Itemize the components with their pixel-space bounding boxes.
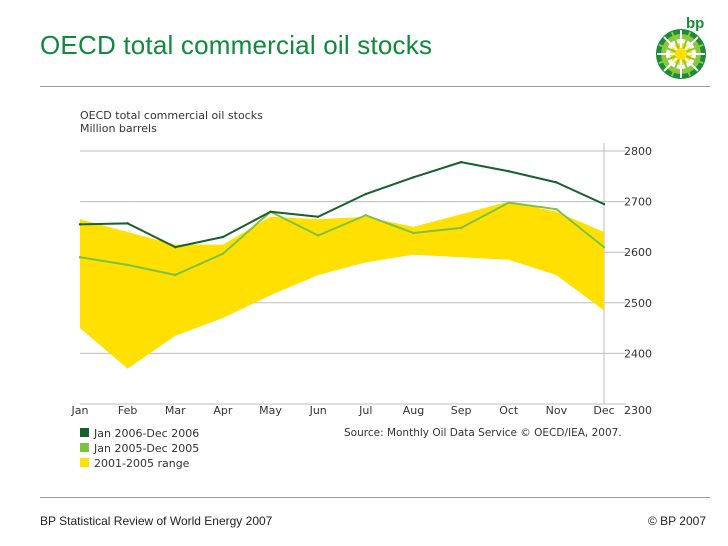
series-2006-point [507, 170, 510, 173]
series-2005-point [459, 226, 463, 230]
x-tick-label: Aug [403, 404, 424, 417]
x-tick-label: Feb [118, 404, 137, 417]
source-note: Source: Monthly Oil Data Service © OECD/… [344, 427, 622, 439]
helios-ray [670, 31, 680, 49]
helios-ray [686, 43, 704, 53]
legend-swatch [80, 428, 89, 437]
helios-ray [684, 36, 699, 51]
series-2006-point [126, 222, 129, 225]
footer-copyright: © BP 2007 [648, 514, 706, 528]
series-2006-point [364, 192, 368, 196]
helios-ray [682, 59, 692, 77]
series-2005-point [602, 245, 606, 249]
y-tick-label: 2600 [624, 246, 652, 259]
bp-logo-text: bp [686, 15, 704, 32]
series-2005-point [507, 201, 510, 204]
series-2006-point [269, 210, 272, 213]
header-divider [40, 86, 710, 87]
series-2005-point [174, 273, 177, 277]
helios-ray [670, 59, 680, 77]
helios-ray [686, 55, 704, 65]
series-2006-point [316, 215, 320, 218]
helios-ray [684, 57, 699, 72]
legend-label: Jan 2005-Dec 2005 [93, 442, 199, 455]
series-2005-point [221, 252, 225, 255]
y-tick-label: 2300 [624, 404, 652, 417]
y-tick-label: 2400 [624, 347, 652, 360]
series-2005-line [79, 201, 605, 276]
series-2005-point [555, 207, 558, 211]
x-tick-label: Dec [593, 404, 614, 417]
series-2006-point [174, 245, 177, 249]
gridlines [80, 143, 626, 405]
legend-label: Jan 2006-Dec 2006 [93, 427, 199, 440]
x-tick-label: Jan [71, 404, 89, 417]
series-2005-point [316, 234, 320, 237]
legend-swatch [80, 458, 89, 467]
x-tick-label: Jul [358, 404, 372, 417]
bp-logo: bp [656, 15, 706, 79]
series-2006-point [221, 235, 225, 239]
series-2005-point [126, 263, 129, 267]
y-tick-label: 2800 [624, 145, 652, 158]
series-2005-point [364, 214, 368, 217]
helios-ray [682, 31, 692, 49]
x-tick-label: Nov [546, 404, 568, 417]
series-2006-point [412, 176, 415, 179]
helios-ray [658, 55, 676, 65]
helios-ray [658, 43, 676, 53]
series-2006-point [555, 181, 558, 184]
y-tick-label: 2500 [624, 297, 652, 310]
series-2006-point [459, 160, 463, 164]
y-tick-label: 2700 [624, 196, 652, 209]
legend-label: 2001-2005 range [94, 457, 190, 470]
x-tick-label: May [259, 404, 282, 417]
x-tick-label: Jun [309, 404, 327, 417]
x-tick-label: Mar [165, 404, 186, 417]
x-tick-label: Oct [499, 404, 519, 417]
series-2006-line [79, 161, 605, 249]
x-tick-label: Apr [213, 404, 233, 417]
legend: Jan 2006-Dec 2006 Jan 2005-Dec 2005 2001-2… [80, 427, 199, 470]
legend-swatch [80, 443, 89, 452]
x-tick-label: Sep [451, 404, 472, 417]
chart-title: OECD total commercial oil stocks [80, 109, 263, 122]
range-band [80, 201, 604, 369]
helios-icon [656, 29, 706, 79]
slide-title: OECD total commercial oil stocks [40, 30, 433, 60]
helios-ray [663, 36, 678, 51]
series-2005-point [78, 256, 82, 259]
series-layer [78, 160, 606, 277]
series-2006-point [602, 202, 606, 206]
axis-layer: Jan Feb Mar Apr May Jun Jul Aug Sep Oct Nov Dec 2300… [71, 145, 652, 417]
range-band-layer [80, 201, 604, 369]
chart-subtitle: Million barrels [80, 122, 157, 135]
footer-divider [40, 497, 710, 498]
helios-ray [663, 57, 678, 72]
series-2005-point [412, 231, 415, 235]
series-2006-point [78, 223, 82, 226]
footer-source: BP Statistical Review of World Energy 20… [40, 514, 273, 528]
